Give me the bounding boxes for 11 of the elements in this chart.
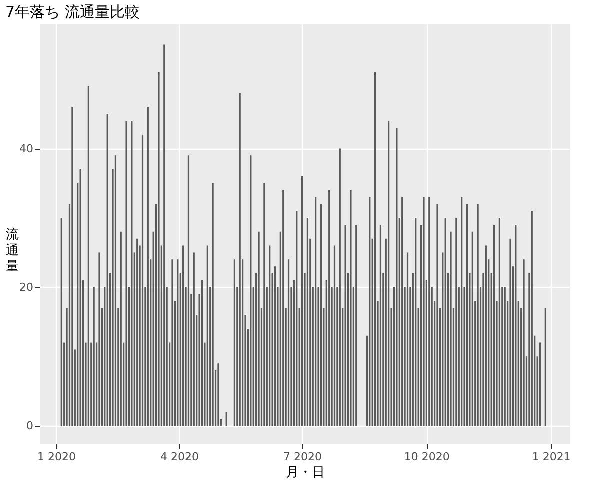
y-tick-label: 40 bbox=[20, 142, 34, 156]
x-axis-title: 月・日 bbox=[286, 466, 325, 480]
x-tick-label: 4 2020 bbox=[160, 450, 200, 464]
x-tick-label: 1 2021 bbox=[532, 450, 571, 464]
y-tick-label: 0 bbox=[26, 419, 34, 432]
x-tick-label: 1 2020 bbox=[37, 450, 76, 464]
y-axis-title: 流通量 bbox=[6, 226, 19, 274]
x-tick-label: 10 2020 bbox=[404, 450, 450, 464]
x-tick-label: 7 2020 bbox=[284, 450, 322, 464]
chart-title: 7年落ち 流通量比較 bbox=[6, 3, 140, 21]
y-tick-label: 20 bbox=[20, 280, 34, 294]
